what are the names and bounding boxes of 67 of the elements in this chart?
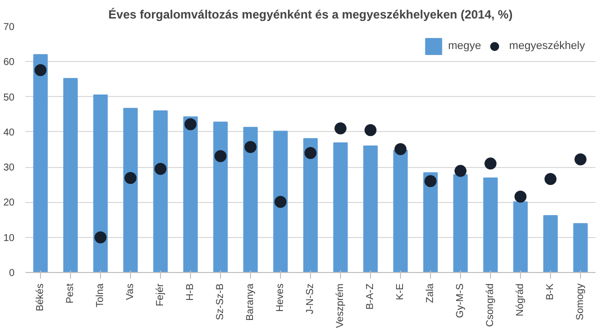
x-tick-label: Baranya	[245, 283, 256, 321]
bar	[333, 142, 348, 272]
point	[124, 172, 136, 184]
x-tick-label: K-E	[395, 283, 406, 300]
point	[364, 124, 376, 136]
bar	[423, 172, 438, 272]
x-tick-label: Heves	[275, 283, 286, 312]
point	[214, 150, 226, 162]
y-tick-label: 0	[8, 268, 15, 279]
x-tick-label: Sz-Sz-B	[215, 283, 226, 320]
point	[304, 147, 316, 160]
y-tick-label: 10	[3, 232, 15, 244]
bar	[513, 201, 528, 272]
bar	[183, 116, 198, 272]
y-tick-label: 50	[3, 92, 15, 104]
chart-title: Éves forgalomváltozás megyénként és a megyeszékhelyeken (2014, %)	[108, 8, 513, 22]
bar	[213, 122, 228, 272]
point	[514, 190, 526, 203]
point	[244, 141, 256, 154]
bar	[543, 215, 558, 272]
point	[184, 118, 196, 130]
bar	[273, 130, 288, 272]
point	[454, 164, 466, 177]
point	[574, 153, 586, 166]
point	[334, 122, 346, 134]
x-tick-label: B-K	[545, 283, 556, 300]
bar	[153, 110, 168, 272]
y-tick-label: 70	[3, 22, 15, 33]
x-tick-label: B-A-Z	[365, 284, 376, 310]
bar	[93, 94, 108, 272]
bar	[573, 223, 588, 272]
x-tick-label: Veszprém	[335, 283, 346, 328]
x-tick-label: Somogy	[575, 283, 586, 320]
y-tick-label: 30	[3, 162, 15, 174]
point	[34, 64, 46, 76]
x-tick-label: Csongrád	[485, 284, 496, 327]
x-tick-label: Fejér	[155, 282, 166, 306]
x-tick-label: Békés	[35, 283, 46, 312]
x-tick-label: H-B	[185, 283, 196, 301]
bar	[123, 108, 138, 272]
legend-label: megyeszékhely	[509, 40, 585, 52]
point	[394, 143, 406, 156]
point	[424, 175, 436, 188]
x-tick-label: Gy-M-S	[455, 283, 466, 318]
bar	[453, 174, 468, 272]
bar	[243, 126, 258, 272]
bar	[33, 54, 48, 272]
legend-label: megye	[448, 40, 482, 52]
point	[154, 162, 166, 175]
point	[94, 231, 106, 244]
point	[274, 196, 286, 208]
y-tick-label: 40	[3, 127, 15, 138]
x-tick-label: Pest	[65, 283, 76, 304]
bar	[483, 177, 498, 272]
bar	[303, 138, 318, 272]
y-tick-label: 20	[3, 198, 15, 209]
y-tick-label: 60	[3, 57, 15, 68]
point	[484, 158, 496, 170]
x-tick-label: Tolna	[95, 283, 106, 308]
bar	[63, 78, 78, 272]
bar	[393, 150, 408, 272]
x-tick-label: Zala	[425, 283, 436, 303]
x-tick-label: J-N-Sz	[305, 283, 316, 314]
x-tick-label: Vas	[125, 283, 136, 300]
x-tick-label: Nógrád	[515, 283, 526, 316]
point	[544, 173, 556, 186]
bar	[363, 145, 378, 272]
